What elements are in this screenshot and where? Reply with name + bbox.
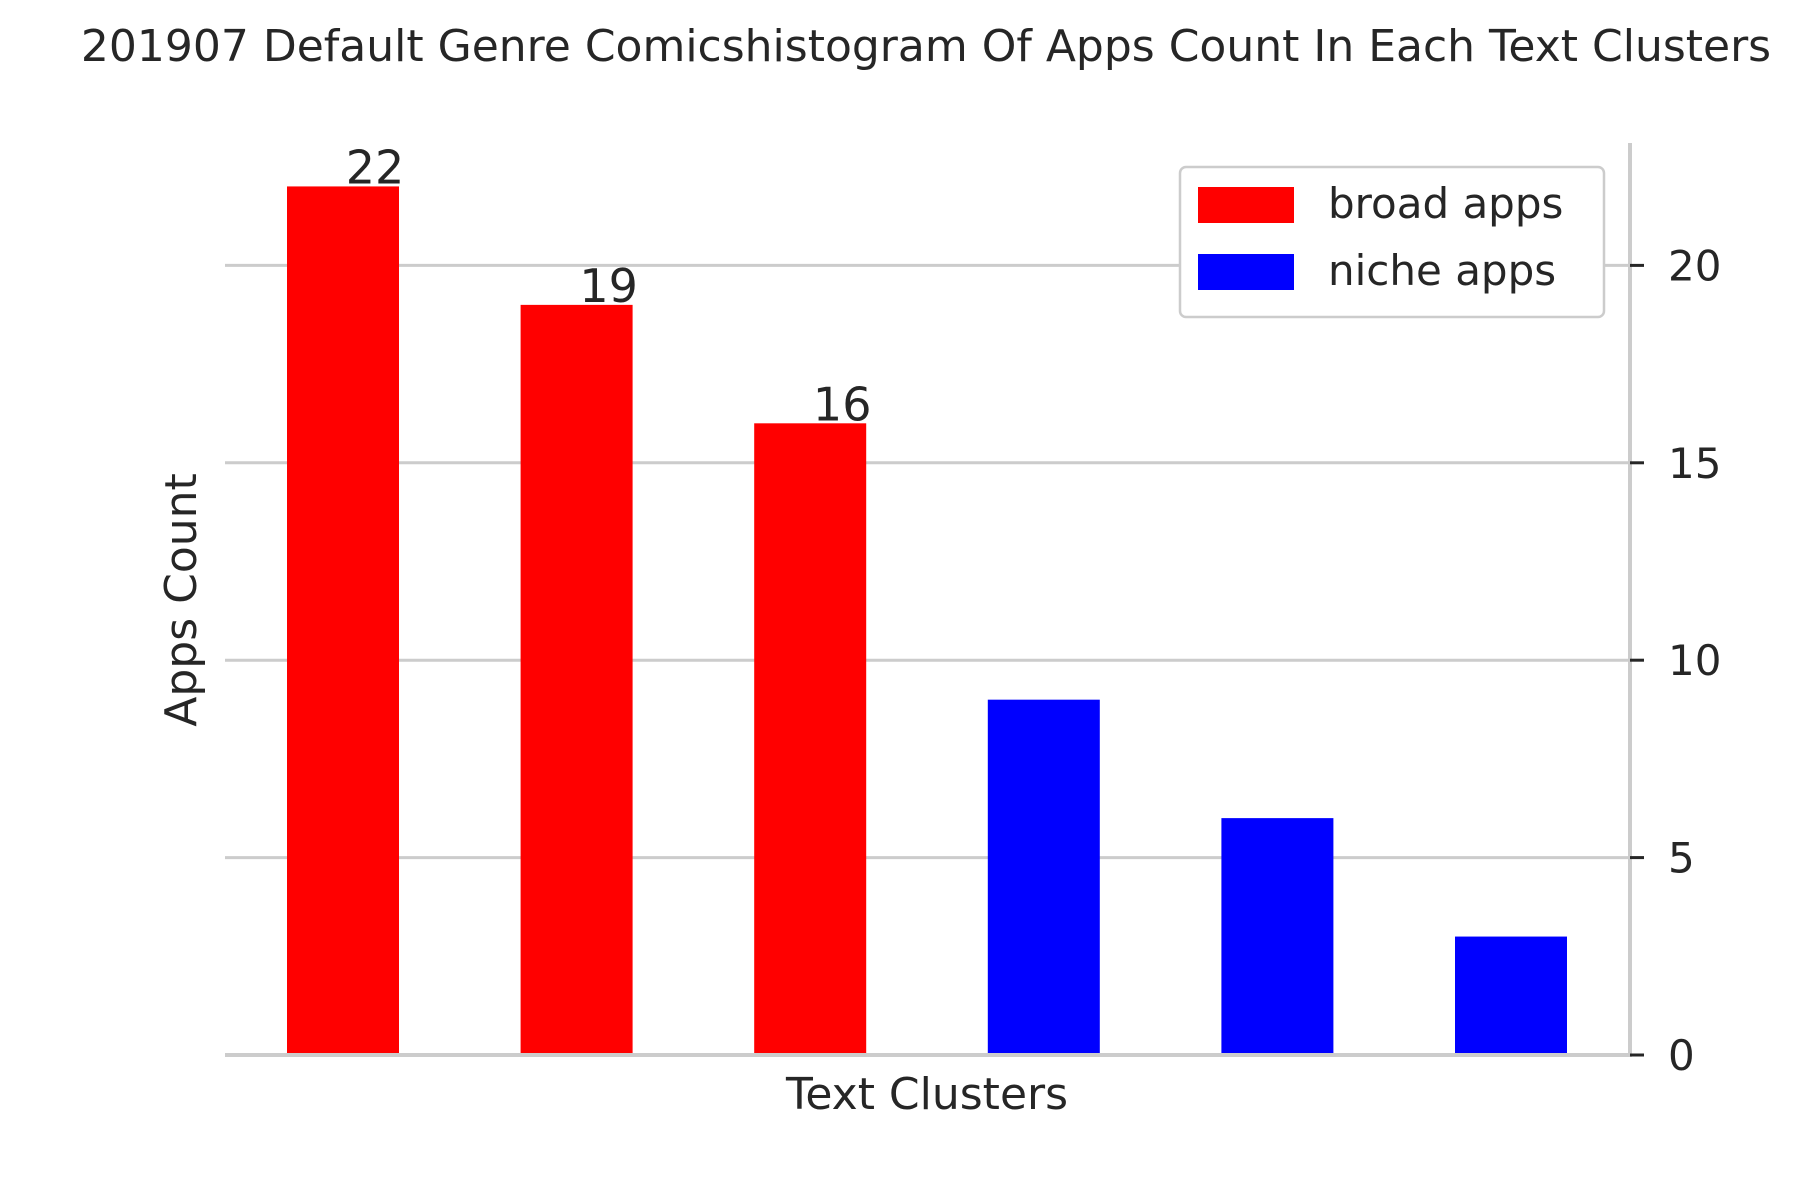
data-label: 16	[813, 377, 872, 431]
legend-label-broad-apps: broad apps	[1328, 179, 1563, 228]
chart-title: 201907 Default Genre Comicshistogram Of …	[81, 21, 1771, 72]
bar-niche-apps-3	[1455, 936, 1567, 1055]
bars	[287, 186, 1567, 1056]
legend: broad apps niche apps	[1178, 165, 1606, 319]
y-tick-label: 15	[1668, 439, 1721, 488]
legend-swatch-broad-apps	[1198, 187, 1294, 223]
legend-label-niche-apps: niche apps	[1328, 246, 1556, 295]
x-axis-label: Text Clusters	[785, 1069, 1068, 1120]
data-labels: 22 19 16	[346, 140, 872, 431]
y-tick-label: 0	[1668, 1031, 1695, 1080]
bar-broad-apps-2	[520, 304, 633, 1055]
y-axis-label: Apps Count	[156, 473, 207, 727]
grid-lines	[225, 263, 1630, 860]
y-axis-ticks: 0 5 10 15 20	[1630, 241, 1721, 1080]
bar-niche-apps-2	[1221, 818, 1334, 1055]
data-label: 22	[346, 140, 405, 194]
legend-swatch-niche-apps	[1198, 254, 1294, 290]
bar-broad-apps-1	[287, 186, 399, 1055]
y-tick-label: 20	[1668, 241, 1721, 290]
bar-niche-apps-1	[987, 699, 1100, 1055]
data-label: 19	[579, 259, 638, 313]
y-tick-label: 5	[1668, 834, 1695, 883]
bar-broad-apps-3	[754, 423, 867, 1056]
y-tick-label: 10	[1668, 636, 1721, 685]
